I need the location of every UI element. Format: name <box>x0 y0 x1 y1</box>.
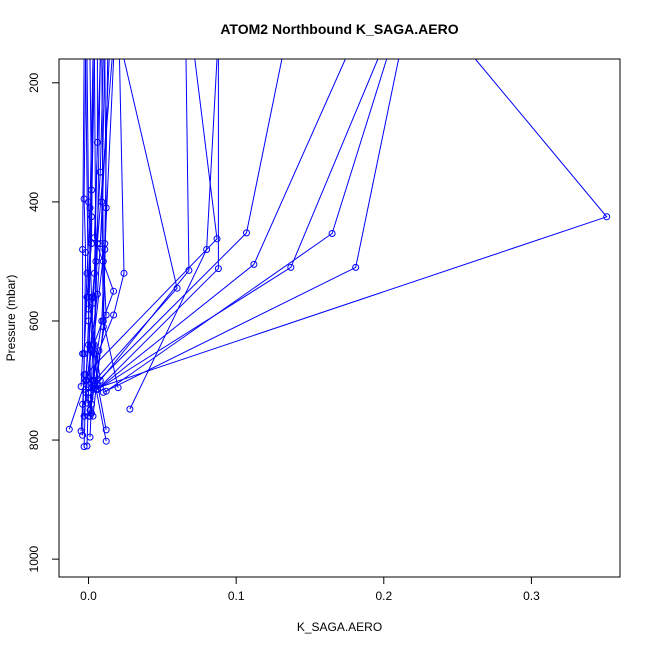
profile-line-25 <box>100 59 379 389</box>
data-point-15-3 <box>110 311 118 319</box>
data-point-15-4 <box>120 269 128 277</box>
data-point-21-2 <box>214 265 222 273</box>
plot-frame <box>58 58 621 578</box>
data-point-30-2 <box>83 269 91 277</box>
x-tick-label-3: 0.3 <box>523 589 540 603</box>
profile-line-23 <box>91 59 283 389</box>
data-point-18-3 <box>79 246 87 253</box>
data-point-32-2 <box>85 305 92 313</box>
data-point-29-3 <box>88 186 95 194</box>
profile-line-30 <box>83 59 94 354</box>
y-tick-label-3: 800 <box>27 430 41 450</box>
y-axis: 200 400 600 800 1000 <box>27 72 60 572</box>
profile-line-27 <box>103 59 400 393</box>
data-point-8-1 <box>77 427 85 435</box>
data-point-22-1 <box>82 371 90 379</box>
data-point-5-1 <box>86 433 94 441</box>
profile-line-14 <box>129 59 218 410</box>
profile-line-4 <box>86 59 104 447</box>
data-point-13-4 <box>89 293 97 301</box>
data-point-17-3 <box>110 287 118 295</box>
data-point-1-1 <box>65 425 73 433</box>
profile-line-21 <box>97 59 219 390</box>
y-tick-label-2: 600 <box>27 311 41 331</box>
data-point-3-1 <box>80 443 88 451</box>
data-point-23-2 <box>243 229 250 237</box>
profile-line-19 <box>88 59 178 389</box>
x-axis-label: K_SAGA.AERO <box>297 620 382 634</box>
profile-line-22 <box>85 59 218 375</box>
x-axis: 0.0 0.1 0.2 0.3 <box>80 576 540 603</box>
y-tick-label-1: 400 <box>27 192 41 212</box>
data-point-25-2 <box>287 263 295 271</box>
data-point-28-1 <box>89 385 97 393</box>
data-point-24-2 <box>250 260 258 268</box>
profile-line-18 <box>80 59 85 387</box>
data-point-31-3 <box>101 240 109 248</box>
profile-line-8 <box>80 59 87 432</box>
data-point-7-1 <box>102 426 110 434</box>
profile-line-29 <box>87 59 101 381</box>
chart-title: ATOM2 Northbound K_SAGA.AERO <box>220 21 458 37</box>
profile-line-17 <box>85 59 115 390</box>
data-point-15-1 <box>86 394 94 402</box>
x-tick-label-0: 0.0 <box>80 589 97 603</box>
profile-line-26 <box>105 59 388 392</box>
data-point-4-1 <box>83 442 91 450</box>
profile-line-20 <box>94 59 190 389</box>
data-point-27-1 <box>99 388 107 396</box>
x-tick-label-1: 0.1 <box>228 589 245 603</box>
data-point-16-3 <box>98 198 106 206</box>
data-point-26-2 <box>328 230 336 237</box>
data-point-13-3 <box>85 341 92 349</box>
data-point-8-2 <box>79 400 87 408</box>
data-point-22-2 <box>213 235 221 243</box>
data-point-14-2 <box>203 246 211 253</box>
data-point-2-1 <box>79 431 87 439</box>
y-axis-label: Pressure (mbar) <box>4 275 18 362</box>
profile-line-24 <box>97 59 346 390</box>
profile-line-32 <box>85 59 92 414</box>
x-tick-label-2: 0.2 <box>375 589 392 603</box>
y-tick-label-4: 1000 <box>27 545 41 572</box>
data-point-17-4 <box>90 234 98 242</box>
data-point-18-1 <box>77 383 85 390</box>
data-point-32-1 <box>88 409 95 417</box>
data-point-29-1 <box>96 377 104 384</box>
data-point-28-2 <box>603 213 611 221</box>
data-point-6-1 <box>102 437 110 445</box>
profile-line-28 <box>92 59 608 390</box>
y-tick-label-0: 200 <box>27 72 41 92</box>
data-point-27-2 <box>352 263 360 271</box>
profile-line-31 <box>89 59 109 417</box>
profile-line-15 <box>89 59 125 399</box>
data-point-14-1 <box>126 405 134 413</box>
series-layer <box>65 59 611 451</box>
data-point-30-1 <box>80 350 88 358</box>
